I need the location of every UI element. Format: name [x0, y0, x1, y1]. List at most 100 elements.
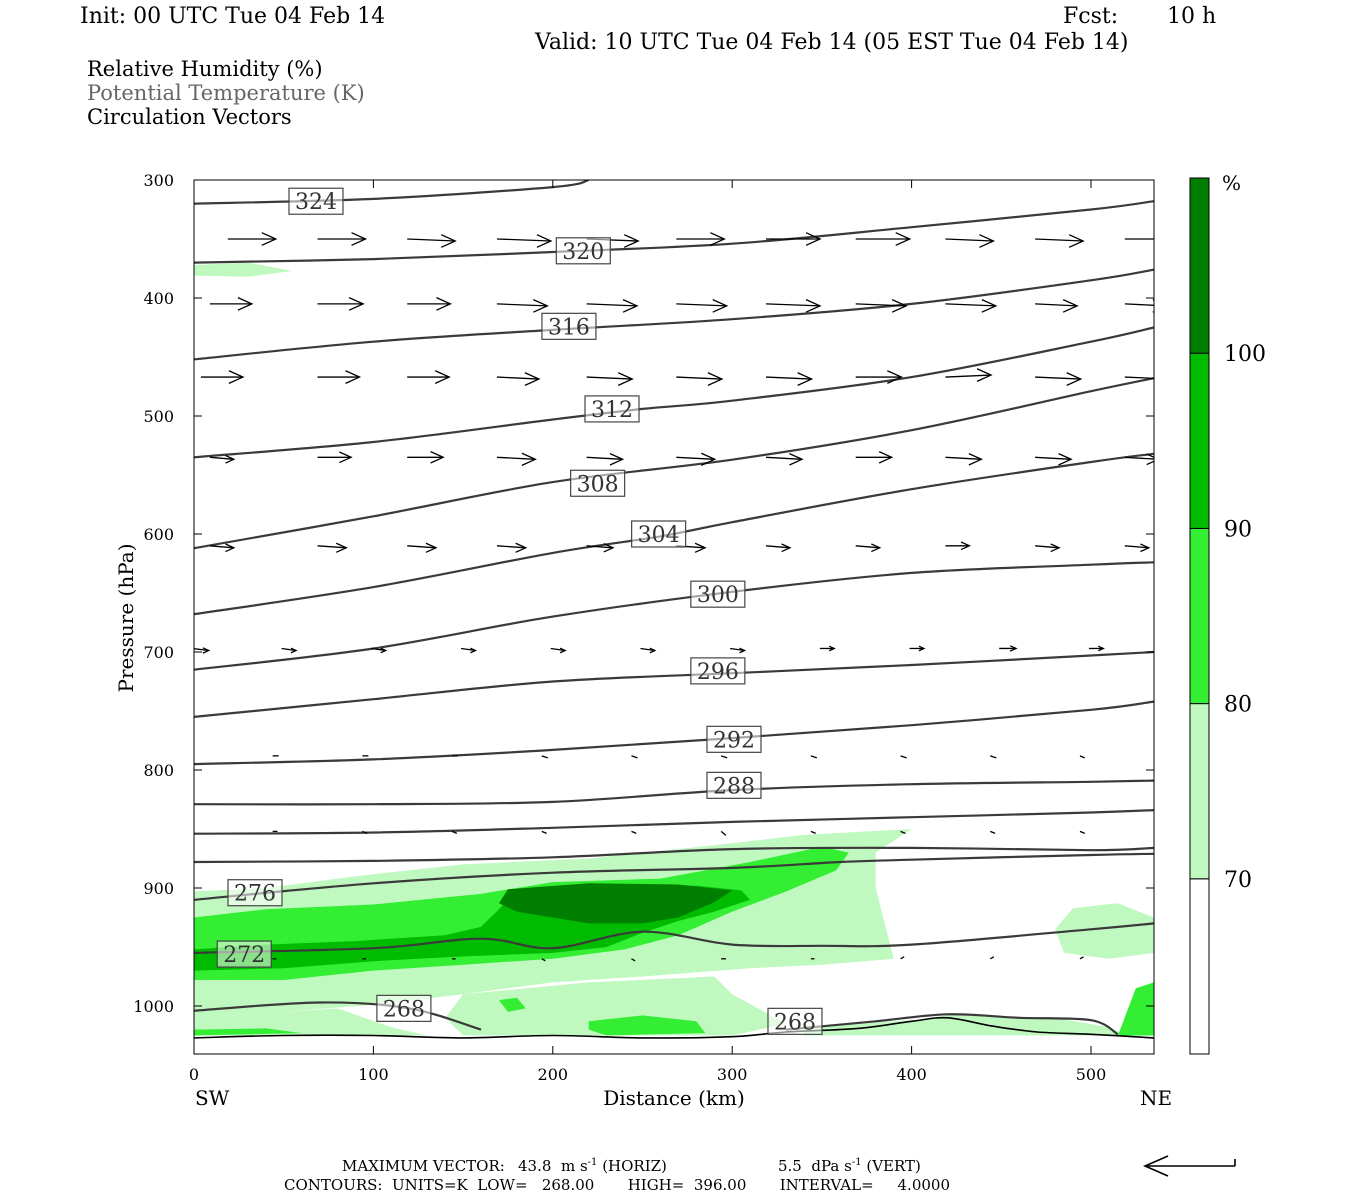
vector-head: [348, 297, 365, 311]
vector-arrow: [541, 755, 548, 759]
vector-shaft: [1035, 376, 1081, 380]
vector-arrow: [855, 543, 882, 553]
vector-arrow: [227, 232, 278, 246]
isentrope-label-268: 268: [767, 1007, 823, 1035]
vector-arrow: [209, 454, 236, 464]
vector-shaft: [1079, 830, 1086, 834]
vector-head: [623, 234, 640, 248]
vector-head: [789, 453, 804, 466]
horiz-tag: (HORIZ): [602, 1157, 667, 1175]
vector-shaft: [720, 830, 727, 836]
isentrope-280: [194, 846, 1154, 864]
legend-relative-humidity: Relative Humidity (%): [87, 57, 323, 81]
vector-shaft: [496, 545, 526, 549]
vector-shaft: [1035, 545, 1060, 549]
vector-arrow: [586, 299, 639, 313]
vector-shaft: [765, 456, 803, 460]
vector-shaft: [1124, 376, 1154, 379]
label-box: [767, 1007, 823, 1035]
rh-region-80-90: [194, 1028, 302, 1036]
isentrope-320: [194, 200, 1154, 264]
label-text: 304: [638, 523, 680, 548]
horiz-value: 43.8: [518, 1157, 552, 1175]
vector-arrow: [407, 234, 457, 248]
vector-head: [533, 299, 549, 313]
vector-head: [871, 543, 882, 553]
vector-arrow: [765, 453, 804, 466]
vector-shaft: [945, 238, 994, 242]
vector-shaft: [855, 303, 907, 307]
vector-arrow: [1124, 543, 1151, 553]
label-box: [376, 994, 432, 1022]
vector-head: [918, 645, 926, 652]
vector-head: [707, 372, 724, 386]
vector-arrow: [317, 370, 362, 384]
vector-head: [891, 299, 908, 313]
vector-head: [335, 542, 348, 553]
vector-arrow: [496, 372, 541, 386]
vector-arrow: [1124, 238, 1154, 240]
y-tick-label: 700: [143, 643, 174, 662]
vector-shaft: [765, 303, 821, 307]
vector-arrow: [945, 453, 984, 466]
vert-value: 5.5: [778, 1157, 802, 1175]
vector-arrow: [900, 830, 906, 834]
plot-frame: [193, 179, 1155, 1055]
vector-arrow: [900, 956, 905, 960]
vector-shaft: [371, 647, 386, 652]
isentrope-label-312: 312: [584, 395, 640, 423]
colorbar-label: 100: [1224, 342, 1266, 367]
vector-shaft: [407, 545, 437, 549]
vert-unit: dPa s: [811, 1157, 852, 1175]
vector-shaft: [586, 545, 614, 549]
colorbar-segment: [1189, 878, 1210, 1055]
vector-shaft: [676, 376, 722, 380]
horiz-unit: m s: [560, 1157, 588, 1175]
vector-arrow: [810, 830, 816, 834]
vector-head: [1009, 645, 1018, 652]
label-text: 288: [713, 774, 755, 799]
vector-head: [1146, 453, 1154, 466]
colorbar-label: 70: [1224, 868, 1252, 893]
vector-shaft: [1035, 456, 1072, 460]
isentrope-268: [194, 1001, 482, 1031]
vector-shaft: [945, 374, 992, 378]
vector-head: [1098, 645, 1105, 652]
vector-head: [1062, 299, 1079, 313]
vector-head: [603, 543, 615, 553]
forecast-label: Fcst:: [1063, 4, 1119, 29]
vector-arrow: [631, 958, 636, 962]
colorbar-label: 90: [1224, 517, 1252, 542]
vector-arrow: [990, 755, 997, 759]
vector-head: [828, 645, 836, 652]
vector-arrow: [631, 830, 637, 834]
vector-arrow: [855, 299, 908, 313]
vector-head: [380, 647, 388, 654]
vector-arrow: [200, 370, 245, 384]
vector-arrow: [541, 958, 546, 962]
isentrope-label-304: 304: [631, 520, 687, 548]
rh-region-100+: [499, 883, 733, 924]
isentrope-label-300: 300: [690, 580, 746, 608]
vector-arrow: [676, 452, 717, 466]
colorbar-segment: [1189, 177, 1210, 354]
label-text: 292: [713, 728, 755, 753]
isentrope-300: [194, 561, 1154, 671]
vector-shaft: [194, 648, 209, 652]
vector-arrow: [676, 372, 724, 386]
vector-head: [701, 452, 717, 466]
vector-head: [228, 370, 245, 384]
isentrope-label-296: 296: [690, 657, 746, 685]
axes: 300 400 500 600 700 800 900 1000 0 100 200 300 400 50…: [114, 171, 1172, 1110]
y-tick-label: 1000: [133, 997, 174, 1016]
vector-arrow: [765, 372, 814, 386]
vector-arrow: [586, 543, 615, 553]
vector-arrow: [317, 232, 368, 246]
vector-shaft: [945, 456, 982, 460]
vector-shaft: [989, 956, 995, 960]
vector-shaft: [765, 545, 791, 549]
vector-shaft: [496, 456, 536, 460]
vector-head: [436, 297, 453, 311]
vector-head: [521, 452, 537, 466]
vector-head: [878, 451, 894, 464]
